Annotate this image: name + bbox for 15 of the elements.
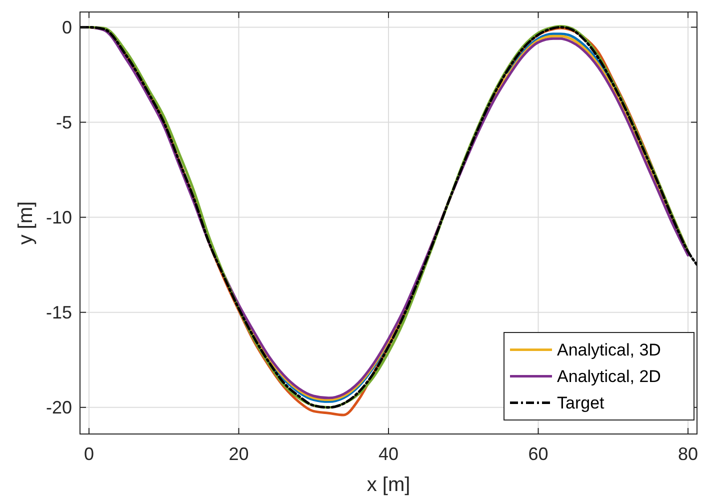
legend-label: Analytical, 3D — [557, 340, 661, 360]
x-tick-label: 60 — [528, 444, 548, 464]
x-tick-label: 40 — [378, 444, 399, 464]
x-tick-label: 20 — [228, 444, 249, 464]
y-tick-label: -20 — [46, 398, 72, 418]
y-tick-label: -10 — [46, 208, 72, 228]
x-tick-label: 0 — [84, 444, 94, 464]
y-tick-label: -15 — [46, 302, 72, 323]
y-tick-label: -5 — [56, 112, 72, 133]
legend-label: Analytical, 2D — [557, 367, 661, 386]
legend-label: Target — [557, 394, 605, 413]
y-axis-title: y [m] — [15, 201, 37, 245]
x-tick-label: 80 — [678, 444, 698, 464]
x-axis-title: x [m] — [366, 474, 410, 496]
y-tick-label: 0 — [62, 18, 72, 38]
